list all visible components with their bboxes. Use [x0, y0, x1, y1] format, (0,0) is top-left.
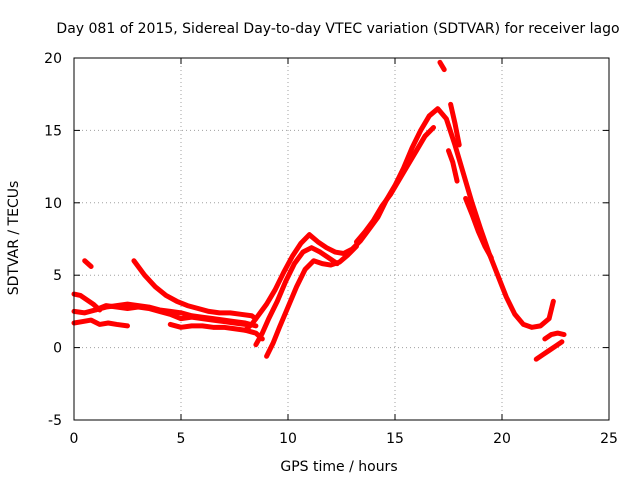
y-tick-label-0: 0: [53, 341, 62, 357]
series-line-arc-e: [92, 301, 259, 329]
y-axis-label: SDTVAR / TECUs: [6, 181, 22, 296]
x-tick-label-5: 5: [177, 431, 186, 447]
axes: [73, 57, 610, 421]
series-line-arc-l: [437, 59, 447, 73]
x-tick-label-20: 20: [493, 431, 511, 447]
series-line-arc-n: [446, 148, 460, 184]
series-line-arc-q: [542, 330, 567, 342]
y-tick-label-15: 15: [44, 123, 62, 139]
series-line-arc-d: [82, 258, 94, 270]
y-tick-label-10: 10: [44, 196, 62, 212]
x-tick-label-10: 10: [279, 431, 297, 447]
grid-lines: [74, 58, 609, 420]
x-axis-label: GPS time / hours: [280, 459, 397, 475]
x-tick-label-0: 0: [70, 431, 79, 447]
y-tick-label-20: 20: [44, 51, 62, 67]
series-line-arc-i: [253, 245, 340, 348]
plot-frame: [73, 57, 610, 421]
series-line-arc-f: [131, 258, 259, 322]
series-line-arc-g: [167, 321, 265, 342]
series-line-arc-c: [71, 317, 130, 329]
y-tick-label-minus-5: -5: [48, 413, 62, 429]
y-tick-label-5: 5: [53, 268, 62, 284]
tick-labels: 0 5 10 15 20 25 -5 0 5 10 15 20: [44, 51, 618, 447]
x-tick-label-15: 15: [386, 431, 404, 447]
series-line-arc-o: [463, 195, 494, 261]
series-line-arc-k: [353, 125, 437, 245]
series-line-arc-p: [533, 339, 565, 362]
series-line-arc-m: [448, 101, 462, 148]
series-line-arc-j: [264, 243, 359, 359]
chart-title: Day 081 of 2015, Sidereal Day-to-day VTE…: [56, 21, 619, 37]
data-series: [71, 59, 567, 362]
x-tick-label-25: 25: [600, 431, 618, 447]
series-line-arc-a: [71, 291, 103, 313]
